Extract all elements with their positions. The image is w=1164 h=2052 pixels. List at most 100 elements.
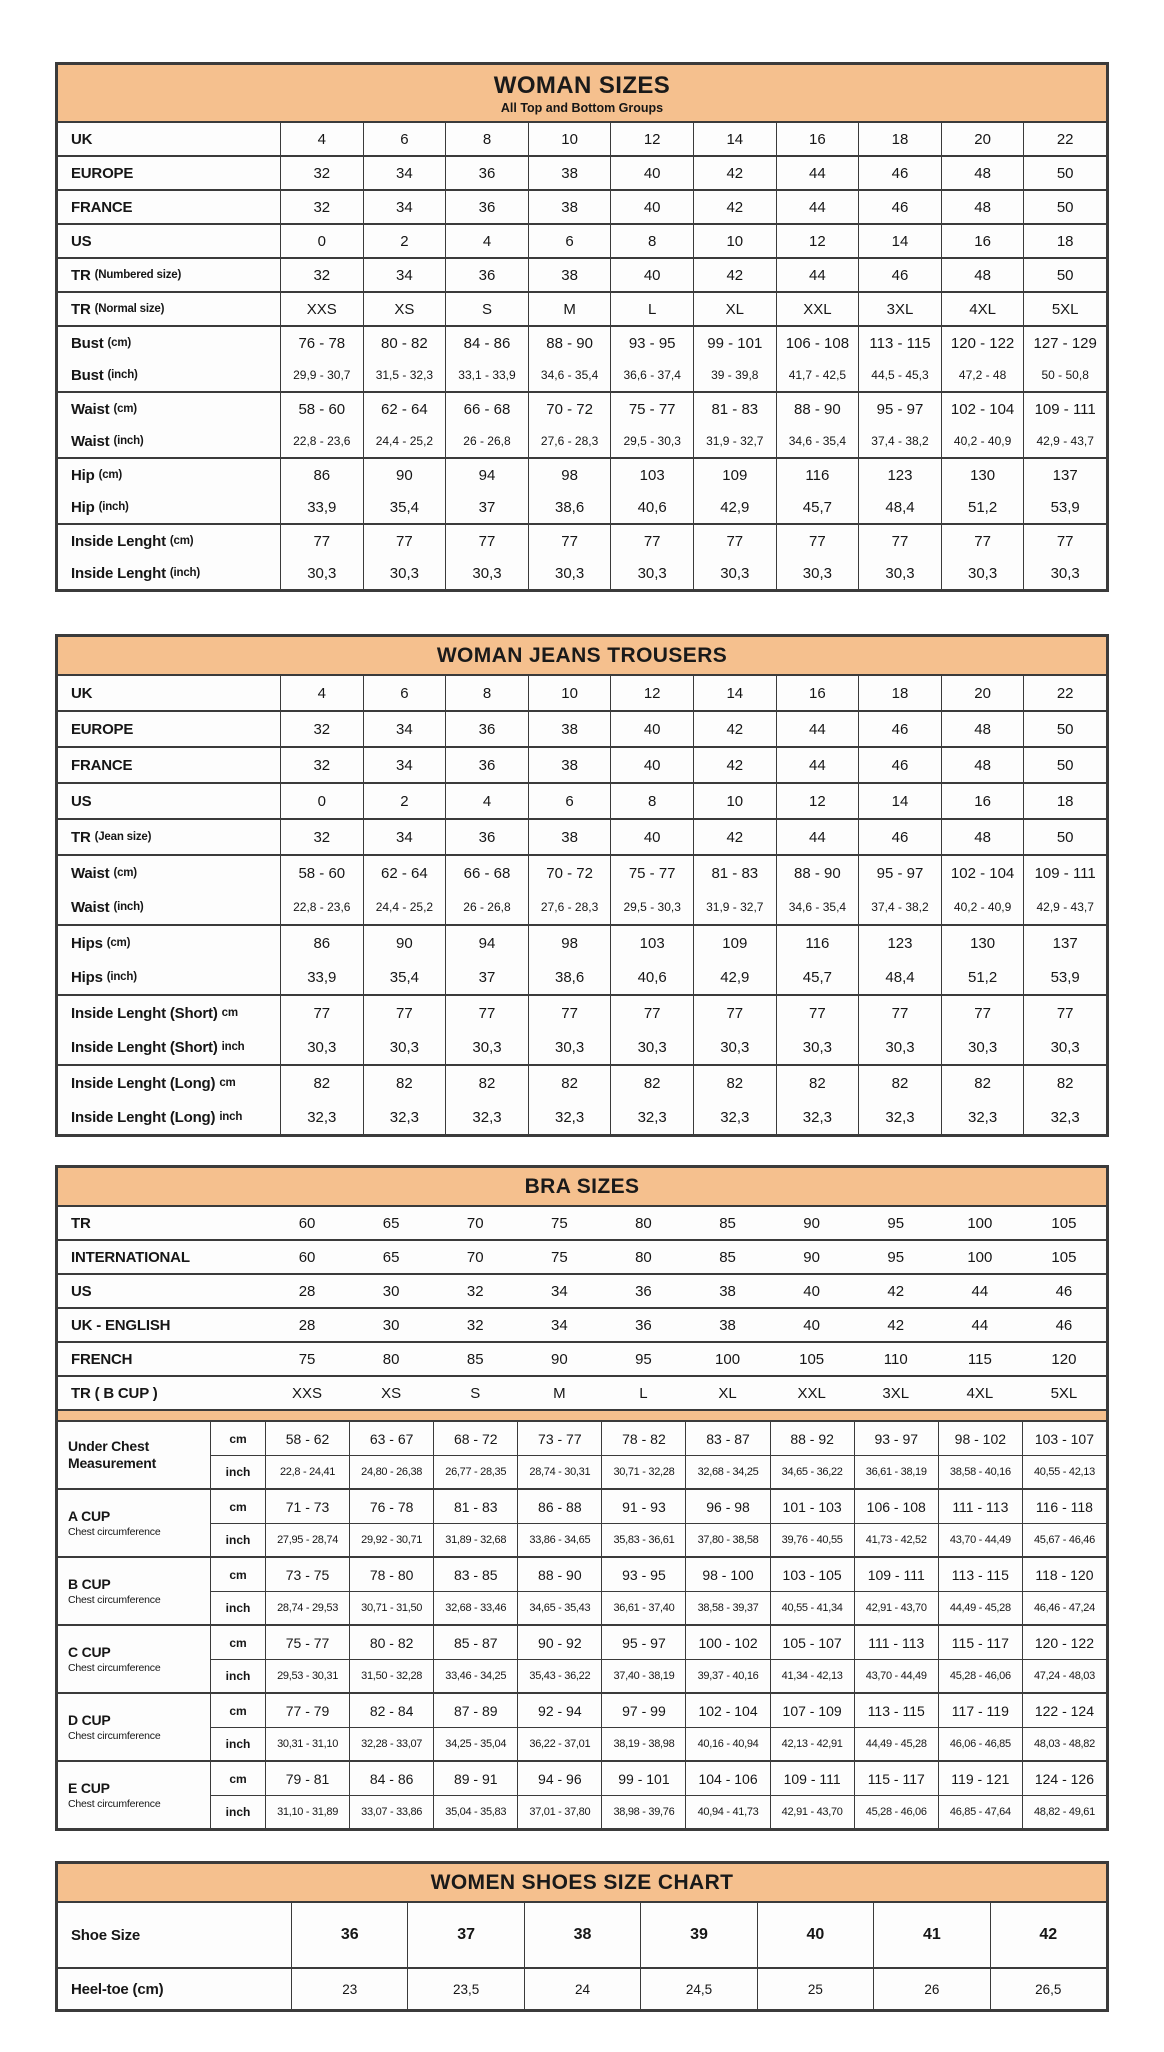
value-cell: 16 [940, 225, 1024, 257]
row-group: TR (Normal size) XXS XS S M L XL XXL 3XL 4XL 5XL [58, 293, 1106, 327]
row-label-text: Under Chest Measurement [68, 1437, 157, 1472]
value-cell: 4 [445, 225, 528, 257]
value-cell: 42 [887, 1316, 905, 1334]
value-cell: 44 [775, 259, 859, 291]
value-cell: 77 [692, 996, 776, 1030]
value-cell: 100 [967, 1214, 993, 1232]
row-group: B CUP Chest circumference cm 73 - 75 78 - 80… [58, 1558, 1106, 1626]
value-cell: 34,65 - 36,22 [769, 1456, 854, 1488]
value-cell: 44 [775, 712, 859, 746]
row-group: Waist (cm) 58 - 60 62 - 64 66 - 68 70 - 72 75 … [58, 856, 1106, 926]
value-cell: 44 [775, 820, 859, 854]
row-label: INTERNATIONAL [58, 1241, 265, 1273]
value-cell: 44 [971, 1282, 989, 1300]
value-cell: 120 - 122 [1021, 1626, 1106, 1659]
value-cell: 66 - 68 [445, 393, 528, 425]
value-cell: 95 - 97 [601, 1626, 685, 1659]
value-cell: 75 - 77 [265, 1626, 349, 1659]
value-cell: 77 [775, 996, 859, 1030]
value-cell: 97 - 99 [601, 1694, 685, 1727]
table-row: Hips (inch) 33,9 35,4 37 38,6 40,6 42,9 45,7 48,4… [58, 960, 1106, 994]
value-cell: 25 [756, 1969, 873, 2009]
unit-rows: cm 75 - 77 80 - 82 85 - 87 90 - 92 95 - 97 100… [210, 1626, 1106, 1692]
value-cell: 83 - 87 [685, 1422, 769, 1455]
row-label-text: UK [71, 130, 93, 148]
row-label: Inside Lenght (Long) cm [58, 1066, 280, 1100]
value-cell: 40,2 - 40,9 [940, 425, 1024, 457]
row-label: C CUP Chest circumference [58, 1626, 210, 1692]
row-group: EUROPE 32 34 36 38 40 42 44 46 48 50 [58, 157, 1106, 191]
value-cell: 36 [445, 259, 528, 291]
value-cell: 123 [858, 459, 941, 491]
value-cell: 16 [775, 676, 859, 710]
value-cell: 37 [407, 1903, 523, 1967]
value-cell: 10 [527, 123, 611, 155]
value-cell: 46 [858, 748, 941, 782]
value-cell: 10 [692, 225, 776, 257]
row-label: Inside Lenght (Long) inch [58, 1100, 280, 1134]
table-row: UK - ENGLISH 28 30 32 34 36 38 40 42 44 46 [58, 1309, 1106, 1343]
value-cell: 78 - 82 [601, 1422, 685, 1455]
value-cell: 48,03 - 48,82 [1021, 1728, 1106, 1760]
unit-cell: inch [210, 1796, 265, 1828]
row-label-sub: Chest circumference [68, 1798, 161, 1811]
value-cell: 30 [382, 1282, 400, 1300]
value-cell: 92 - 94 [517, 1694, 601, 1727]
value-cell: 37,40 - 38,19 [601, 1660, 685, 1692]
table-row: cm 75 - 77 80 - 82 85 - 87 90 - 92 95 - 97 100… [210, 1626, 1106, 1659]
value-cell: 40 [610, 191, 693, 223]
row-label: Waist (inch) [58, 890, 280, 924]
row-label: Waist (cm) [58, 393, 280, 425]
table-row: UK 4 6 8 10 12 14 16 18 20 22 [58, 676, 1106, 710]
value-cell: 48,4 [858, 491, 941, 523]
row-label: Hips (inch) [58, 960, 280, 994]
value-cell: 88 - 90 [527, 327, 611, 359]
value-cell: 35,4 [362, 960, 446, 994]
value-cell: 82 [280, 1066, 363, 1100]
value-cell: 58 - 60 [280, 393, 363, 425]
value-cell: 32,3 [362, 1100, 446, 1134]
row-group: TR (Jean size) 32 34 36 38 40 42 44 46 48 50 [58, 820, 1106, 856]
value-cell: 30,3 [775, 557, 859, 589]
value-cell: 77 [445, 525, 528, 557]
value-cell: L [610, 293, 693, 325]
unit-rows: cm 58 - 62 63 - 67 68 - 72 73 - 77 78 - 82 83 … [210, 1422, 1106, 1488]
value-cell: 4XL [966, 1384, 994, 1402]
value-cell: 14 [858, 784, 941, 818]
value-cell: 42 [692, 748, 776, 782]
table-row: inch 22,8 - 24,41 24,80 - 26,38 26,77 - 28,… [210, 1455, 1106, 1488]
value-cell: 103 - 107 [1021, 1422, 1106, 1455]
value-cell: 37,01 - 37,80 [517, 1796, 601, 1828]
value-cell: 88 - 92 [769, 1422, 854, 1455]
value-cell: 113 - 115 [937, 1558, 1022, 1591]
value-cell: 42,91 - 43,70 [853, 1592, 938, 1624]
value-cell: 37,80 - 38,58 [685, 1524, 769, 1556]
row-label-text: UK [71, 684, 93, 702]
value-cell: 29,5 - 30,3 [610, 425, 693, 457]
value-cell: 45,7 [775, 491, 859, 523]
row-label-text: Hip [71, 498, 95, 516]
value-cell: 30,3 [775, 1030, 859, 1064]
row-label-sub: (cm) [113, 867, 137, 879]
value-cell: 22,8 - 23,6 [280, 425, 363, 457]
table-row: FRANCE 32 34 36 38 40 42 44 46 48 50 [58, 748, 1106, 782]
row-label-sub: (cm) [107, 337, 132, 349]
value-cell: 82 [858, 1066, 941, 1100]
value-cell: 32,3 [610, 1100, 693, 1134]
value-cell: 40,2 - 40,9 [940, 890, 1024, 924]
value-cell: 8 [610, 225, 693, 257]
unit-cell: inch [210, 1728, 265, 1760]
value-cell: 42 [692, 157, 776, 189]
row-group: D CUP Chest circumference cm 77 - 79 82 - 84… [58, 1694, 1106, 1762]
table-row: US 0 2 4 6 8 10 12 14 16 18 [58, 225, 1106, 257]
value-cell: 32,3 [527, 1100, 611, 1134]
value-cell: 105 [1051, 1248, 1077, 1266]
value-cell: 30,3 [280, 557, 363, 589]
value-cell: 70 [466, 1248, 484, 1266]
value-cell: 77 [940, 996, 1024, 1030]
value-cell: XXL [797, 1384, 826, 1402]
value-cell: 77 [527, 525, 611, 557]
value-cell: 109 - 111 [1023, 856, 1106, 890]
value-cell: 30 [382, 1316, 400, 1334]
value-cell: 26 - 26,8 [445, 425, 528, 457]
